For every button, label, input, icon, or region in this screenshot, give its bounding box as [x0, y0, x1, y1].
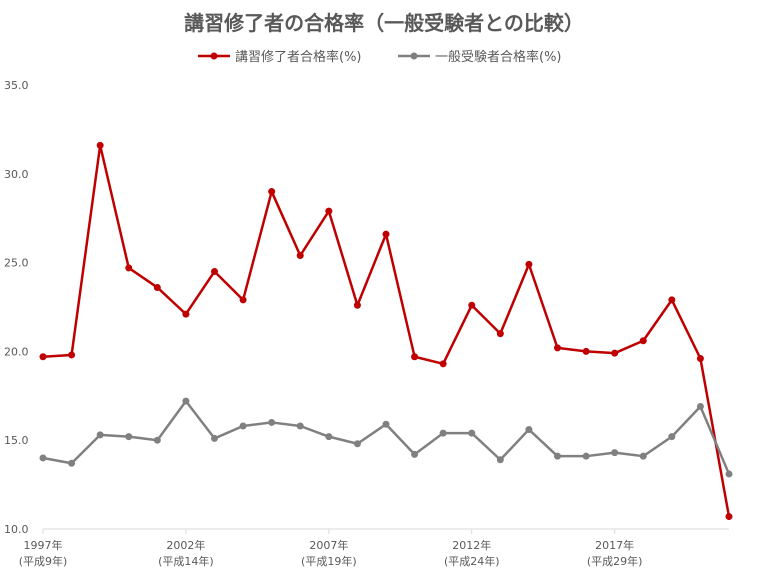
- data-point-series-0: [639, 337, 647, 345]
- data-point-series-0: [125, 264, 133, 272]
- data-point-series-0: [382, 230, 390, 238]
- data-point-series-1: [96, 431, 104, 439]
- data-point-series-1: [211, 434, 218, 442]
- data-point-series-1: [668, 433, 676, 441]
- data-point-series-1: [353, 440, 361, 448]
- x-tick-label-era: (平成24年): [444, 554, 500, 568]
- y-axis: 10.0 15.0 20.0 25.0 30.0 35.0: [4, 79, 29, 536]
- data-point-series-0: [468, 301, 476, 309]
- data-point-series-1: [325, 433, 333, 441]
- x-tick-label-year: 2012年: [452, 538, 491, 552]
- data-point-series-0: [725, 513, 733, 521]
- y-tick-label: 30.0: [4, 168, 29, 181]
- x-tick-label-era: (平成19年): [301, 554, 357, 568]
- plot-area: [39, 141, 733, 521]
- x-tick-label-year: 2007年: [309, 538, 348, 552]
- data-point-series-0: [496, 330, 504, 338]
- legend-label-series-0: 講習修了者合格率(%): [235, 49, 362, 65]
- y-tick-label: 20.0: [4, 345, 29, 358]
- data-point-series-1: [382, 420, 390, 428]
- data-point-series-1: [696, 402, 704, 410]
- legend-label-series-1: 一般受験者合格率(%): [435, 49, 562, 65]
- data-point-series-0: [554, 344, 561, 352]
- legend-item-series-0: 講習修了者合格率(%): [198, 49, 362, 65]
- data-point-series-1: [611, 449, 619, 457]
- y-tick-label: 35.0: [4, 79, 29, 92]
- data-point-series-1: [725, 470, 733, 478]
- data-point-series-0: [439, 360, 447, 368]
- data-point-series-0: [39, 353, 47, 361]
- series-1: [39, 397, 733, 478]
- legend: 講習修了者合格率(%) 一般受験者合格率(%): [198, 49, 562, 65]
- data-point-series-1: [554, 452, 561, 460]
- data-point-series-1: [68, 459, 76, 467]
- data-point-series-1: [153, 436, 161, 444]
- data-point-series-0: [268, 188, 276, 196]
- data-point-series-1: [496, 456, 504, 464]
- y-tick-label: 25.0: [4, 257, 29, 270]
- data-point-series-1: [296, 422, 304, 430]
- data-point-series-0: [96, 141, 104, 149]
- series-line-0: [41, 144, 731, 518]
- data-point-series-0: [353, 301, 361, 309]
- data-point-series-1: [439, 429, 447, 437]
- legend-marker-series-0: [210, 52, 218, 60]
- data-point-series-0: [68, 351, 76, 359]
- legend-marker-series-1: [410, 52, 418, 60]
- data-point-series-1: [468, 429, 476, 437]
- x-tick-label-year: 1997年: [24, 538, 63, 552]
- x-tick-label-era: (平成14年): [158, 554, 214, 568]
- x-tick-label-year: 2002年: [166, 538, 205, 552]
- data-point-series-1: [582, 452, 590, 460]
- data-point-series-1: [268, 418, 276, 426]
- data-point-series-0: [211, 267, 218, 275]
- legend-item-series-1: 一般受験者合格率(%): [398, 49, 562, 65]
- data-point-series-0: [325, 207, 333, 215]
- data-point-series-1: [639, 452, 647, 460]
- data-point-series-1: [411, 450, 419, 458]
- series-0: [39, 141, 733, 521]
- data-point-series-0: [696, 355, 704, 363]
- data-point-series-0: [611, 349, 619, 357]
- data-point-series-0: [296, 251, 304, 259]
- data-point-series-1: [525, 426, 533, 434]
- data-point-series-0: [668, 296, 676, 304]
- data-point-series-0: [153, 283, 161, 291]
- data-point-series-1: [182, 397, 190, 405]
- x-tick-label-era: (平成9年): [19, 554, 68, 568]
- data-point-series-0: [239, 296, 247, 304]
- data-point-series-0: [411, 353, 419, 361]
- data-point-series-1: [239, 422, 247, 430]
- series-line-1: [41, 399, 731, 476]
- y-tick-label: 10.0: [4, 523, 29, 536]
- x-axis: 1997年 (平成9年) 2002年 (平成14年) 2007年 (平成19年) 2012年…: [19, 528, 729, 568]
- data-point-series-0: [582, 347, 590, 355]
- data-point-series-1: [125, 433, 133, 441]
- x-tick-label-era: (平成29年): [587, 554, 643, 568]
- data-point-series-0: [182, 310, 190, 318]
- x-tick-label-year: 2017年: [595, 538, 634, 552]
- data-point-series-1: [39, 454, 47, 462]
- chart-title: 講習修了者の合格率（一般受験者との比較）: [184, 11, 584, 35]
- y-tick-label: 15.0: [4, 434, 29, 447]
- data-point-series-0: [525, 260, 533, 268]
